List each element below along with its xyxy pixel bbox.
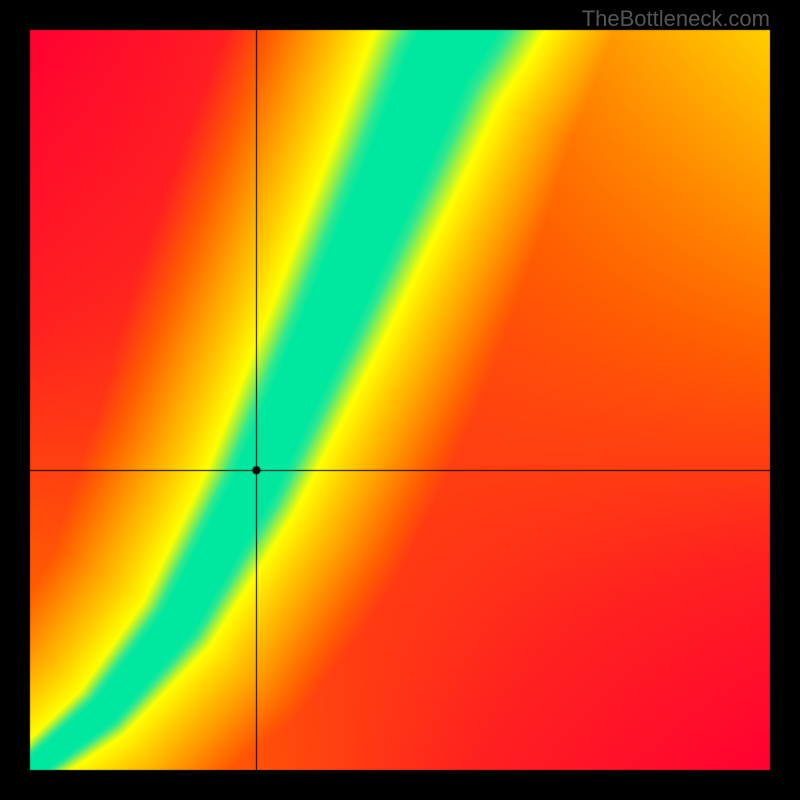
watermark-text: TheBottleneck.com [582,6,770,32]
heatmap-plot [0,0,800,800]
